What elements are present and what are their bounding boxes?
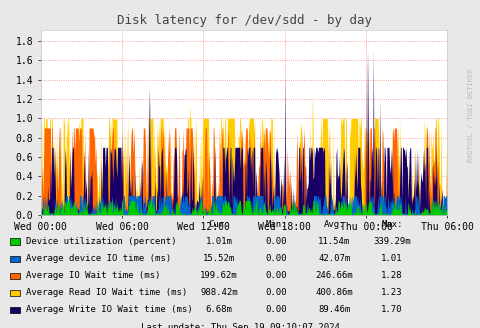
Text: 246.66m: 246.66m — [315, 271, 352, 280]
Text: Average Write IO Wait time (ms): Average Write IO Wait time (ms) — [26, 305, 192, 315]
Text: 15.52m: 15.52m — [202, 254, 235, 263]
Text: 199.62m: 199.62m — [200, 271, 237, 280]
Text: 400.86m: 400.86m — [315, 288, 352, 297]
Text: 0.00: 0.00 — [265, 254, 287, 263]
Text: 11.54m: 11.54m — [317, 237, 350, 246]
Text: Last update: Thu Sep 19 09:10:07 2024: Last update: Thu Sep 19 09:10:07 2024 — [141, 322, 339, 328]
Text: Min:: Min: — [265, 220, 287, 229]
Text: 1.23: 1.23 — [381, 288, 402, 297]
Text: Average device IO time (ms): Average device IO time (ms) — [26, 254, 171, 263]
Text: Average IO Wait time (ms): Average IO Wait time (ms) — [26, 271, 160, 280]
Text: 988.42m: 988.42m — [200, 288, 237, 297]
Text: Avg:: Avg: — [323, 220, 344, 229]
Text: 89.46m: 89.46m — [317, 305, 350, 315]
Text: 0.00: 0.00 — [265, 288, 287, 297]
Text: 339.29m: 339.29m — [372, 237, 410, 246]
Text: 0.00: 0.00 — [265, 271, 287, 280]
Text: 0.00: 0.00 — [265, 237, 287, 246]
Text: 0.00: 0.00 — [265, 305, 287, 315]
Title: Disk latency for /dev/sdd - by day: Disk latency for /dev/sdd - by day — [116, 14, 371, 27]
Text: Cur:: Cur: — [208, 220, 229, 229]
Text: 1.01: 1.01 — [381, 254, 402, 263]
Text: 1.28: 1.28 — [381, 271, 402, 280]
Text: 1.70: 1.70 — [381, 305, 402, 315]
Text: 42.07m: 42.07m — [317, 254, 350, 263]
Text: RRDTOOL / TOBI OETIKER: RRDTOOL / TOBI OETIKER — [467, 68, 473, 162]
Text: Average Read IO Wait time (ms): Average Read IO Wait time (ms) — [26, 288, 187, 297]
Text: Device utilization (percent): Device utilization (percent) — [26, 237, 177, 246]
Text: 1.01m: 1.01m — [205, 237, 232, 246]
Text: Max:: Max: — [381, 220, 402, 229]
Text: 6.68m: 6.68m — [205, 305, 232, 315]
